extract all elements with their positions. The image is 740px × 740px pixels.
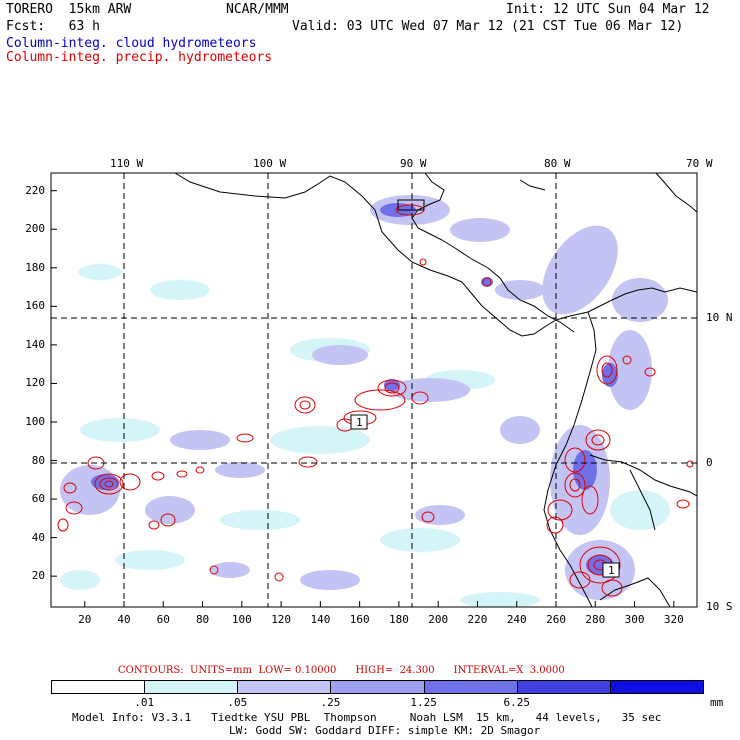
model-info: Model Info: V3.3.1 Tiedtke YSU PBL Thomp… <box>72 711 662 724</box>
x-tick-label: 120 <box>271 613 292 626</box>
colorbar-segment <box>51 680 146 694</box>
colorbar-segment <box>330 680 425 694</box>
colorbar-unit: mm <box>710 696 724 709</box>
x-tick-label: 260 <box>546 613 566 626</box>
valid-time: Valid: 03 UTC Wed 07 Mar 12 (21 CST Tue … <box>292 19 684 34</box>
y-tick-label: 180 <box>25 260 46 274</box>
x-tick-label: 200 <box>428 613 449 626</box>
x-tick-label: 20 <box>78 613 92 626</box>
coastlines <box>174 173 697 607</box>
x-tick-label: 320 <box>663 613 684 626</box>
x-tick-label: 140 <box>310 613 331 626</box>
x-tick-label: 100 <box>231 613 252 626</box>
lon-label-110w: 110 W <box>110 157 144 170</box>
colorbar-label: .25 <box>320 696 341 709</box>
lat-label-10s: 10 S <box>706 600 733 613</box>
x-tick-label: 180 <box>389 613 409 626</box>
y-tick-label: 120 <box>25 376 46 390</box>
field-precip-label: Column-integ. precip. hydrometeors <box>6 50 273 65</box>
lon-label-80w: 80 W <box>544 157 571 170</box>
lat-label-10n: 10 N <box>706 311 733 324</box>
max-label-2: 1 <box>608 564 615 577</box>
colorbar-label: .01 <box>134 696 155 709</box>
x-tick-label: 280 <box>585 613 606 626</box>
cloud-shading <box>60 195 670 607</box>
forecast-hour: Fcst: 63 h <box>6 19 100 34</box>
colorbar-segment <box>516 680 611 694</box>
init-time: Init: 12 UTC Sun 04 Mar 12 <box>506 2 710 17</box>
colorbar-segment <box>423 680 518 694</box>
y-tick-label: 100 <box>25 414 46 428</box>
x-tick-label: 220 <box>467 613 488 626</box>
max-label-boxes <box>350 199 620 578</box>
lon-label-70w: 70 W <box>686 157 713 170</box>
map-frame <box>50 172 698 608</box>
max-label-1: 1 <box>356 416 363 429</box>
y-tick-label: 20 <box>31 569 46 583</box>
precip-contours <box>57 204 694 597</box>
organization: NCAR/MMM <box>226 2 289 17</box>
field-cloud-label: Column-integ. cloud hydrometeors <box>6 36 257 51</box>
colorbar-segment <box>144 680 239 694</box>
physics-info: LW: Godd SW: Goddard DIFF: simple KM: 2D… <box>229 724 541 737</box>
contours-info: CONTOURS: UNITS=mm LOW= 0.10000 HIGH= 24… <box>118 665 565 676</box>
x-tick-label: 80 <box>195 613 210 626</box>
x-tick-label: 300 <box>624 613 645 626</box>
y-tick-label: 220 <box>25 183 46 197</box>
y-tick-label: 140 <box>25 337 46 351</box>
colorbar-label: .05 <box>227 696 248 709</box>
x-tick-label: 40 <box>117 613 131 626</box>
colorbar-segment <box>237 680 332 694</box>
graticule <box>51 173 697 607</box>
colorbar-label: 1.25 <box>410 696 437 709</box>
y-tick-label: 80 <box>31 453 46 467</box>
lon-label-90w: 90 W <box>400 157 427 170</box>
y-tick-label: 200 <box>25 222 46 236</box>
axis-ticks <box>51 190 675 607</box>
y-tick-label: 160 <box>25 299 46 313</box>
x-tick-label: 160 <box>349 613 370 626</box>
y-tick-label: 40 <box>31 530 46 544</box>
model-title: TORERO 15km ARW <box>6 2 132 17</box>
colorbar-label: 6.25 <box>503 696 531 709</box>
x-tick-label: 240 <box>506 613 527 626</box>
colorbar-segment <box>609 680 704 694</box>
lat-label-0: 0 <box>706 456 713 469</box>
y-tick-label: 60 <box>31 492 46 506</box>
x-tick-label: 60 <box>156 613 170 626</box>
lon-label-100w: 100 W <box>253 157 287 170</box>
